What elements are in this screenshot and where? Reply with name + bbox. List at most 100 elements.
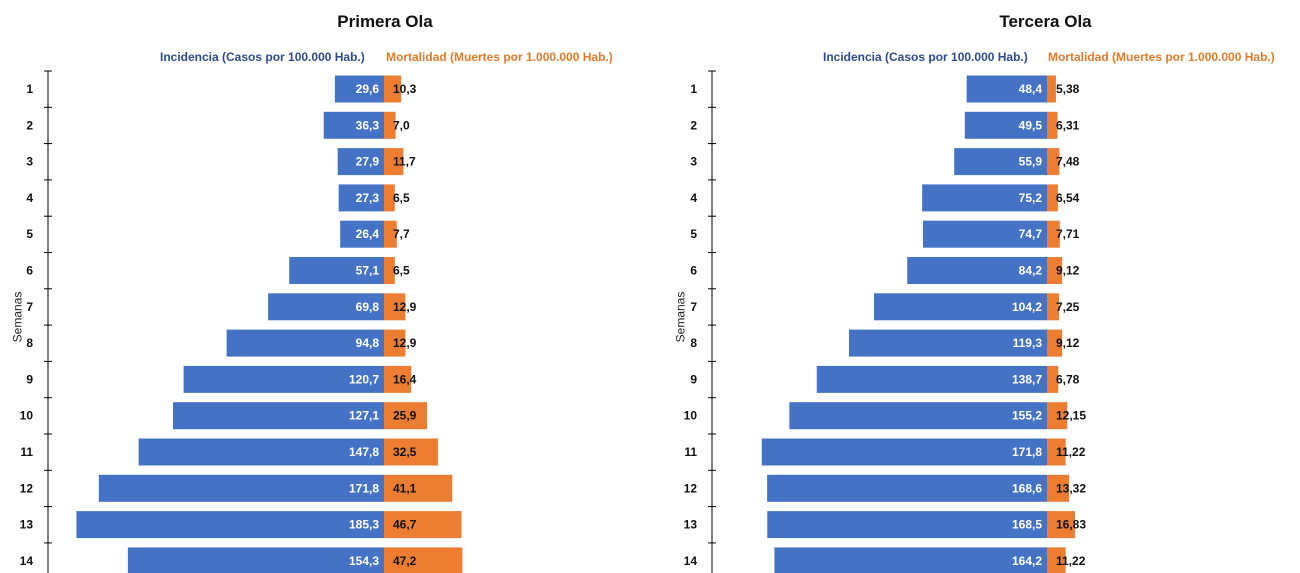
incidence-value-label: 168,6	[1012, 481, 1042, 495]
mortality-value-label: 12,9	[393, 336, 417, 350]
category-label: 3	[26, 155, 33, 169]
category-label: 8	[26, 336, 33, 350]
mortality-bar	[1047, 511, 1075, 539]
mortality-bar	[1047, 75, 1056, 103]
incidence-bar	[922, 184, 1047, 212]
incidence-bar	[922, 220, 1047, 248]
category-label: 7	[26, 300, 33, 314]
incidence-bar	[226, 329, 384, 357]
category-label: 3	[690, 155, 697, 169]
mortality-bar	[384, 329, 406, 357]
incidence-value-label: 84,2	[1019, 264, 1043, 278]
incidence-value-label: 27,9	[356, 155, 380, 169]
mortality-value-label: 12,9	[393, 300, 417, 314]
mortality-value-label: 5,38	[1056, 82, 1080, 96]
incidence-value-label: 27,3	[356, 191, 380, 205]
mortality-value-label: 7,7	[393, 227, 410, 241]
category-label: 1	[26, 82, 33, 96]
mortality-value-label: 6,78	[1056, 372, 1080, 386]
mortality-bar	[384, 293, 406, 321]
category-label: 10	[20, 409, 34, 423]
chart-title: Primera Ola	[337, 12, 433, 31]
category-label: 9	[690, 372, 697, 386]
mortality-value-label: 16,4	[393, 372, 417, 386]
incidence-bar	[816, 365, 1047, 393]
mortality-value-label: 9,12	[1056, 336, 1080, 350]
category-label: 11	[20, 445, 33, 459]
mortality-bar	[384, 111, 396, 139]
mortality-value-label: 9,12	[1056, 264, 1080, 278]
incidence-value-label: 155,2	[1012, 409, 1042, 423]
category-label: 1	[690, 82, 697, 96]
category-label: 14	[20, 554, 34, 568]
mortality-bar	[384, 220, 397, 248]
mortality-bar	[384, 474, 453, 502]
incidence-bar	[334, 75, 384, 103]
incidence-bar	[964, 111, 1047, 139]
mortality-value-label: 7,25	[1056, 300, 1080, 314]
mortality-bar	[1047, 293, 1060, 321]
incidence-bar	[289, 257, 384, 284]
incidence-bar	[767, 511, 1047, 539]
mortality-bar	[384, 75, 402, 103]
incidence-value-label: 36,3	[356, 118, 380, 132]
incidence-value-label: 26,4	[356, 227, 380, 241]
incidence-value-label: 168,5	[1012, 518, 1042, 532]
mortality-bar	[1047, 111, 1058, 139]
mortality-value-label: 25,9	[393, 409, 417, 423]
mortality-bar	[384, 402, 427, 430]
mortality-value-label: 7,48	[1056, 155, 1080, 169]
mortality-value-label: 11,7	[393, 155, 416, 169]
category-label: 5	[690, 227, 697, 241]
mortality-value-label: 41,1	[393, 481, 417, 495]
chart-tercera-ola: Tercera Ola Incidencia (Casos por 100.00…	[650, 0, 1300, 573]
mortality-bar	[384, 148, 404, 176]
incidence-bar	[767, 474, 1047, 502]
mortality-bar	[384, 547, 463, 573]
incidence-header: Incidencia (Casos por 100.000 Hab.)	[823, 50, 1028, 64]
incidence-bar	[848, 329, 1047, 357]
incidence-header: Incidencia (Casos por 100.000 Hab.)	[160, 50, 365, 64]
chart-title: Tercera Ola	[999, 12, 1092, 31]
incidence-value-label: 120,7	[349, 372, 379, 386]
mortality-bar	[1047, 474, 1070, 502]
mortality-bar	[1047, 184, 1058, 212]
mortality-bar	[1047, 402, 1068, 430]
incidence-bar	[874, 293, 1047, 321]
incidence-bar	[138, 438, 384, 466]
mortality-value-label: 6,54	[1056, 191, 1080, 205]
mortality-bar	[384, 257, 395, 284]
incidence-bar	[966, 75, 1047, 103]
incidence-value-label: 69,8	[356, 300, 380, 314]
category-label: 5	[26, 227, 33, 241]
mortality-bar	[1047, 220, 1060, 248]
mortality-value-label: 16,83	[1056, 518, 1086, 532]
incidence-value-label: 185,3	[349, 518, 379, 532]
incidence-bar	[789, 402, 1047, 430]
mortality-value-label: 46,7	[393, 518, 417, 532]
mortality-value-label: 7,71	[1056, 227, 1080, 241]
incidence-value-label: 57,1	[356, 264, 380, 278]
incidence-bar	[323, 111, 384, 139]
mortality-value-label: 32,5	[393, 445, 417, 459]
incidence-bar	[774, 547, 1047, 573]
incidence-value-label: 94,8	[356, 336, 380, 350]
mortality-bar	[1047, 365, 1059, 393]
category-label: 10	[684, 409, 698, 423]
incidence-value-label: 74,7	[1019, 227, 1043, 241]
mortality-bar	[384, 184, 395, 212]
mortality-value-label: 12,15	[1056, 409, 1086, 423]
mortality-bar	[384, 438, 438, 466]
incidence-value-label: 29,6	[356, 82, 380, 96]
incidence-value-label: 147,8	[349, 445, 379, 459]
incidence-bar	[98, 474, 384, 502]
mortality-header: Mortalidad (Muertes por 1.000.000 Hab.)	[1048, 50, 1275, 64]
incidence-bar	[127, 547, 384, 573]
category-label: 4	[26, 191, 33, 205]
mortality-value-label: 11,22	[1056, 554, 1086, 568]
category-label: 13	[20, 518, 34, 532]
category-label: 14	[684, 554, 698, 568]
category-label: 12	[684, 481, 698, 495]
mortality-value-label: 7,0	[393, 118, 410, 132]
mortality-value-label: 6,31	[1056, 118, 1080, 132]
